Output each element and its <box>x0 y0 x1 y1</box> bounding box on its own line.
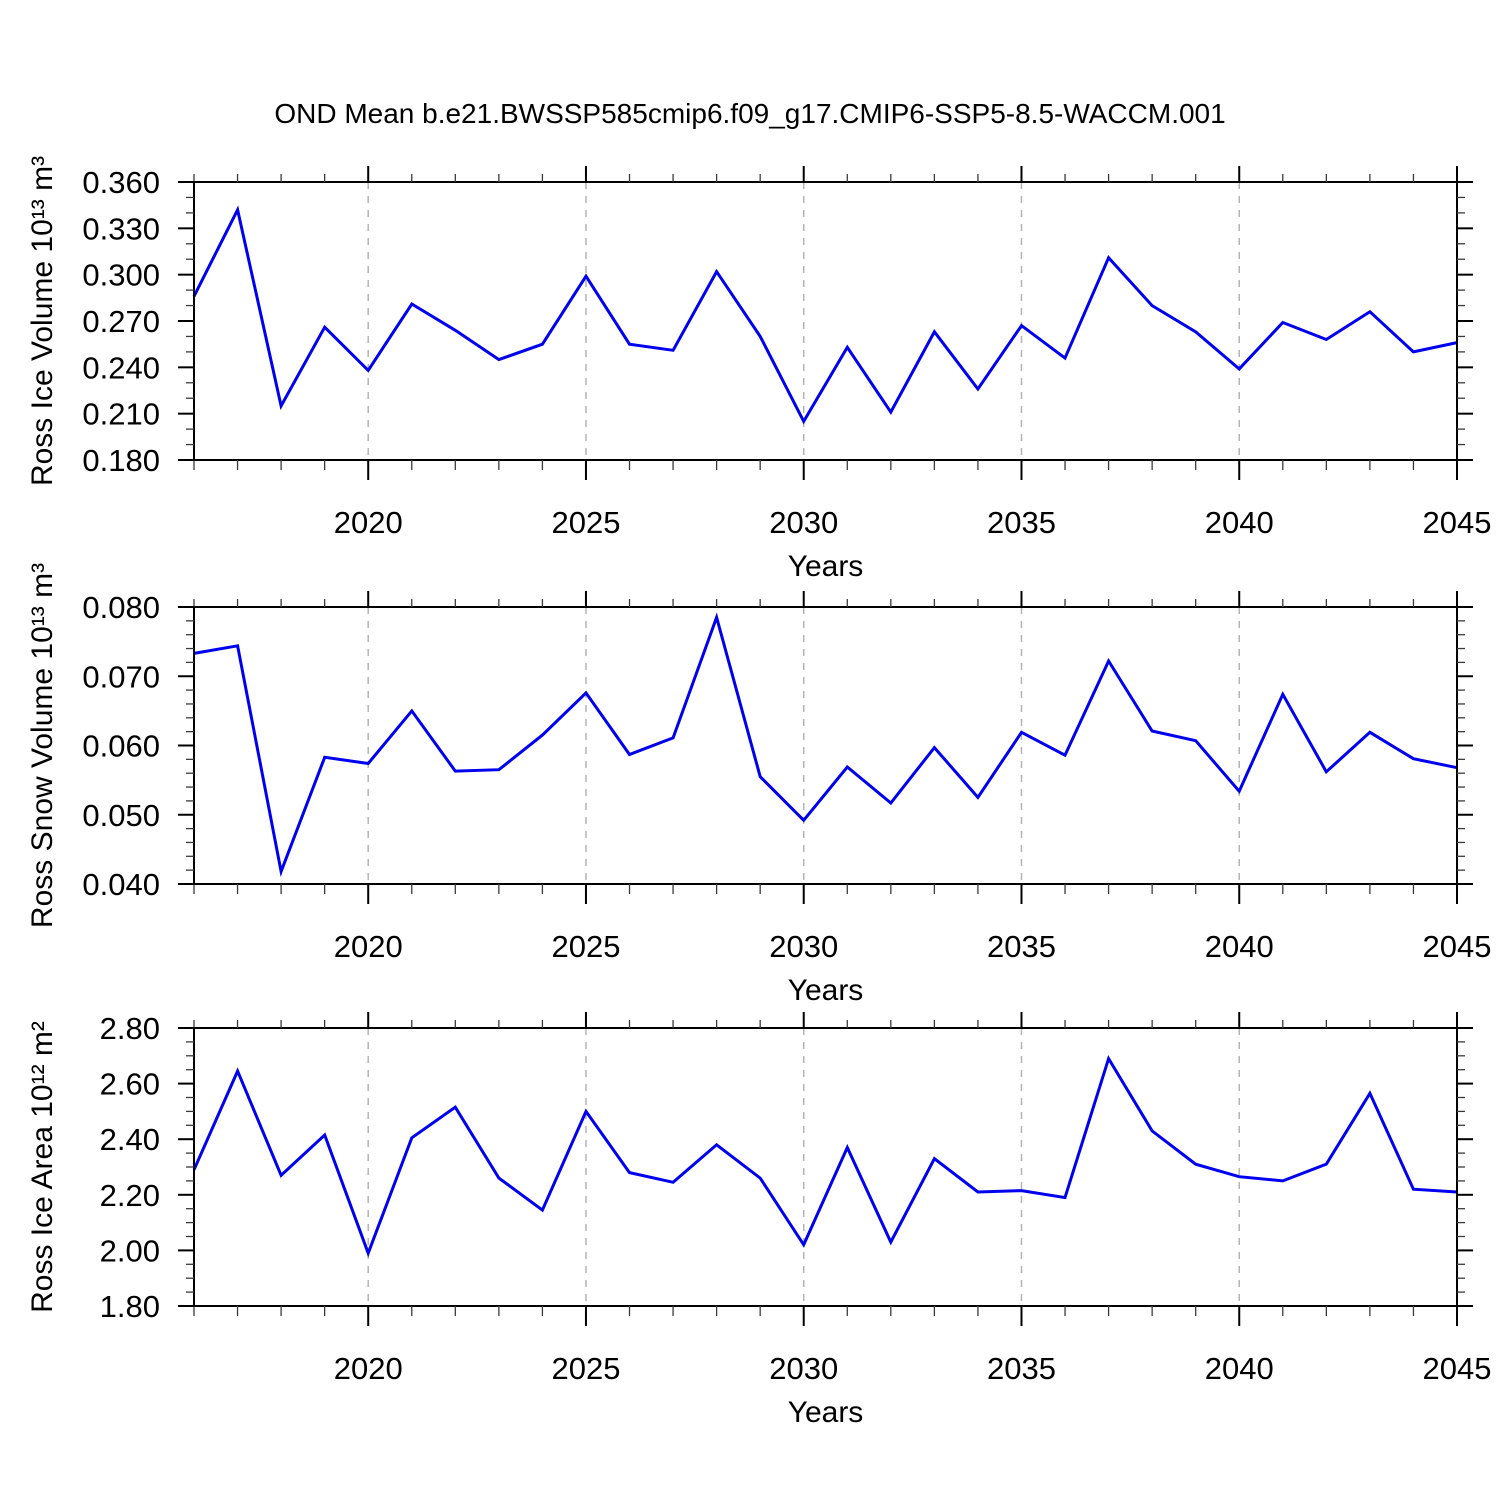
x-tick-label: 2045 <box>1423 1351 1492 1386</box>
x-tick-label: 2045 <box>1423 505 1492 540</box>
x-tick-label: 2035 <box>987 1351 1056 1386</box>
y-tick-label: 0.360 <box>82 165 160 200</box>
y-tick-label: 0.330 <box>82 211 160 246</box>
y-tick-label: 0.180 <box>82 443 160 478</box>
y-tick-label: 0.210 <box>82 397 160 432</box>
x-tick-label: 2020 <box>334 505 403 540</box>
x-tick-label: 2020 <box>334 1351 403 1386</box>
x-axis-title: Years <box>788 1396 864 1429</box>
y-axis-title: Ross Ice Volume 10¹³ m³ <box>26 156 59 486</box>
x-tick-label: 2020 <box>334 929 403 964</box>
x-tick-label: 2025 <box>551 505 620 540</box>
x-tick-label: 2030 <box>769 505 838 540</box>
x-tick-label: 2030 <box>769 929 838 964</box>
y-tick-label: 0.070 <box>82 659 160 694</box>
y-tick-label: 0.060 <box>82 729 160 764</box>
chart-title: OND Mean b.e21.BWSSP585cmip6.f09_g17.CMI… <box>274 98 1225 129</box>
y-tick-label: 2.80 <box>100 1011 160 1046</box>
x-tick-label: 2030 <box>769 1351 838 1386</box>
y-tick-label: 2.60 <box>100 1067 160 1102</box>
y-tick-label: 0.040 <box>82 867 160 902</box>
data-line-panel-1 <box>192 205 1458 425</box>
y-tick-label: 0.300 <box>82 258 160 293</box>
x-tick-label: 2040 <box>1205 929 1274 964</box>
x-tick-label: 2045 <box>1423 929 1492 964</box>
y-tick-label: 0.240 <box>82 350 160 385</box>
plot-border-panel-3 <box>193 1027 1458 1307</box>
y-tick-label: 2.20 <box>100 1178 160 1213</box>
y-tick-label: 0.080 <box>82 590 160 625</box>
plot-border-panel-1 <box>193 181 1458 461</box>
y-tick-label: 0.050 <box>82 798 160 833</box>
data-line-panel-2 <box>193 612 1458 877</box>
y-axis-title: Ross Ice Area 10¹² m² <box>26 1021 59 1313</box>
x-tick-label: 2025 <box>551 929 620 964</box>
x-axis-title: Years <box>788 974 864 1007</box>
y-tick-label: 2.00 <box>100 1233 160 1268</box>
y-tick-label: 1.80 <box>100 1289 160 1324</box>
x-tick-label: 2040 <box>1205 1351 1274 1386</box>
y-tick-label: 2.40 <box>100 1122 160 1157</box>
x-tick-label: 2025 <box>551 1351 620 1386</box>
data-line-panel-3 <box>192 1054 1458 1258</box>
x-axis-title: Years <box>788 550 864 583</box>
x-tick-label: 2035 <box>987 929 1056 964</box>
x-tick-label: 2040 <box>1205 505 1274 540</box>
y-tick-label: 0.270 <box>82 304 160 339</box>
y-axis-title: Ross Snow Volume 10¹³ m³ <box>26 563 59 928</box>
x-tick-label: 2035 <box>987 505 1056 540</box>
